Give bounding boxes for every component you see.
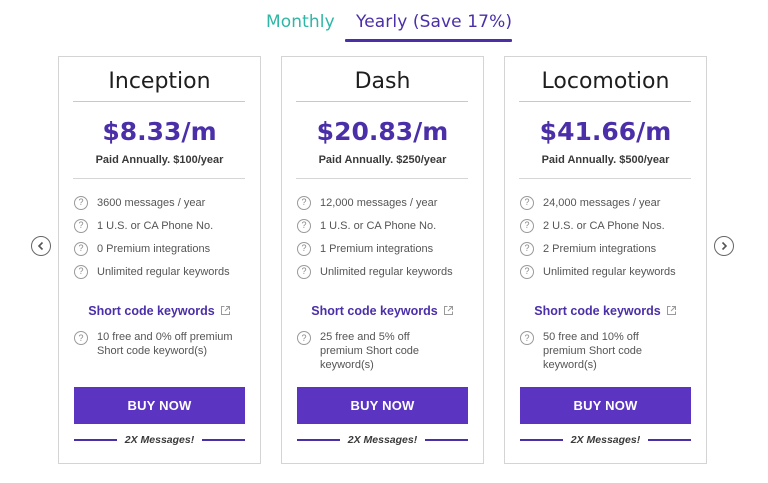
- question-circle-icon[interactable]: ?: [74, 241, 88, 256]
- question-circle-icon[interactable]: ?: [74, 331, 88, 345]
- question-circle-icon[interactable]: ?: [297, 218, 311, 233]
- buy-now-button[interactable]: BUY NOW: [297, 387, 468, 424]
- question-circle-icon[interactable]: ?: [74, 264, 88, 279]
- feature-text: 1 U.S. or CA Phone No.: [320, 219, 437, 232]
- bonus-text: 2X Messages!: [570, 434, 641, 446]
- plan-card-inception: Inception $8.33/m Paid Annually. $100/ye…: [58, 56, 261, 464]
- plan-name: Dash: [354, 69, 411, 94]
- bonus-line: [297, 439, 340, 441]
- bonus-banner: 2X Messages!: [520, 434, 691, 446]
- feature-item: ? 2 U.S. or CA Phone Nos.: [520, 214, 700, 237]
- plan-price: $41.66/m: [539, 117, 672, 146]
- buy-now-button[interactable]: BUY NOW: [74, 387, 245, 424]
- external-link-icon: [220, 306, 230, 315]
- short-code-detail: ? 25 free and 5% off premium Short code …: [297, 330, 473, 372]
- feature-item: ? 0 Premium integrations: [74, 237, 254, 260]
- divider: [296, 178, 468, 179]
- feature-text: Unlimited regular keywords: [320, 265, 453, 278]
- feature-text: 1 Premium integrations: [320, 242, 434, 255]
- chevron-left-icon: [37, 241, 44, 251]
- divider: [519, 178, 691, 179]
- question-circle-icon[interactable]: ?: [74, 195, 88, 210]
- plan-card-dash: Dash $20.83/m Paid Annually. $250/year ?…: [281, 56, 484, 464]
- feature-text: 0 Premium integrations: [97, 242, 211, 255]
- question-circle-icon[interactable]: ?: [297, 331, 311, 345]
- question-circle-icon[interactable]: ?: [74, 218, 88, 233]
- plan-name: Inception: [108, 69, 211, 94]
- divider: [519, 101, 691, 102]
- question-circle-icon[interactable]: ?: [520, 218, 534, 233]
- external-link-icon: [443, 306, 453, 315]
- feature-text: 12,000 messages / year: [320, 196, 438, 209]
- short-code-keywords-link[interactable]: Short code keywords: [505, 304, 706, 318]
- short-code-label: Short code keywords: [534, 304, 661, 318]
- feature-item: ? 1 U.S. or CA Phone No.: [74, 214, 254, 237]
- feature-text: 3600 messages / year: [97, 196, 206, 209]
- question-circle-icon[interactable]: ?: [297, 195, 311, 210]
- question-circle-icon[interactable]: ?: [520, 331, 534, 345]
- bonus-banner: 2X Messages!: [74, 434, 245, 446]
- feature-item: ? Unlimited regular keywords: [297, 260, 477, 283]
- question-circle-icon[interactable]: ?: [520, 241, 534, 256]
- bonus-line: [520, 439, 563, 441]
- bonus-line: [425, 439, 468, 441]
- divider: [296, 101, 468, 102]
- feature-item: ? Unlimited regular keywords: [74, 260, 254, 283]
- plan-price: $8.33/m: [102, 117, 217, 146]
- feature-item: ? 12,000 messages / year: [297, 191, 477, 214]
- short-code-detail: ? 10 free and 0% off premium Short code …: [74, 330, 250, 358]
- short-code-keywords-link[interactable]: Short code keywords: [282, 304, 483, 318]
- bonus-banner: 2X Messages!: [297, 434, 468, 446]
- active-tab-underline: [345, 39, 512, 42]
- feature-text: 2 Premium integrations: [543, 242, 657, 255]
- feature-list: ? 24,000 messages / year ? 2 U.S. or CA Ph…: [520, 191, 700, 283]
- bonus-text: 2X Messages!: [347, 434, 418, 446]
- billing-period-tabs: Monthly Yearly (Save 17%): [0, 0, 768, 46]
- bonus-line: [202, 439, 245, 441]
- question-circle-icon[interactable]: ?: [297, 264, 311, 279]
- feature-list: ? 3600 messages / year ? 1 U.S. or CA Phon…: [74, 191, 254, 283]
- bonus-line: [648, 439, 691, 441]
- tab-monthly[interactable]: Monthly: [266, 12, 335, 32]
- short-code-detail-text: 25 free and 5% off premium Short code ke…: [320, 331, 420, 371]
- short-code-detail-text: 10 free and 0% off premium Short code ke…: [97, 331, 233, 357]
- divider: [73, 178, 245, 179]
- short-code-detail: ? 50 free and 10% off premium Short code…: [520, 330, 696, 372]
- feature-item: ? Unlimited regular keywords: [520, 260, 700, 283]
- external-link-icon: [666, 306, 676, 315]
- feature-item: ? 1 U.S. or CA Phone No.: [297, 214, 477, 237]
- feature-text: 1 U.S. or CA Phone No.: [97, 219, 214, 232]
- tab-yearly[interactable]: Yearly (Save 17%): [356, 12, 513, 32]
- plan-price: $20.83/m: [316, 117, 449, 146]
- plan-card-locomotion: Locomotion $41.66/m Paid Annually. $500/…: [504, 56, 707, 464]
- question-circle-icon[interactable]: ?: [297, 241, 311, 256]
- plan-billing: Paid Annually. $100/year: [95, 154, 224, 166]
- carousel-prev-button[interactable]: [31, 236, 51, 256]
- feature-text: 2 U.S. or CA Phone Nos.: [543, 219, 665, 232]
- feature-item: ? 1 Premium integrations: [297, 237, 477, 260]
- plan-billing: Paid Annually. $500/year: [541, 154, 670, 166]
- feature-text: Unlimited regular keywords: [97, 265, 230, 278]
- chevron-right-icon: [721, 241, 728, 251]
- bonus-line: [74, 439, 117, 441]
- plan-billing: Paid Annually. $250/year: [318, 154, 447, 166]
- bonus-text: 2X Messages!: [124, 434, 195, 446]
- short-code-keywords-link[interactable]: Short code keywords: [59, 304, 260, 318]
- short-code-label: Short code keywords: [311, 304, 438, 318]
- feature-text: 24,000 messages / year: [543, 196, 661, 209]
- feature-text: Unlimited regular keywords: [543, 265, 676, 278]
- divider: [73, 101, 245, 102]
- short-code-label: Short code keywords: [88, 304, 215, 318]
- feature-list: ? 12,000 messages / year ? 1 U.S. or CA Ph…: [297, 191, 477, 283]
- carousel-next-button[interactable]: [714, 236, 734, 256]
- feature-item: ? 3600 messages / year: [74, 191, 254, 214]
- question-circle-icon[interactable]: ?: [520, 195, 534, 210]
- feature-item: ? 24,000 messages / year: [520, 191, 700, 214]
- short-code-detail-text: 50 free and 10% off premium Short code k…: [543, 331, 643, 371]
- buy-now-button[interactable]: BUY NOW: [520, 387, 691, 424]
- plan-name: Locomotion: [541, 69, 670, 94]
- question-circle-icon[interactable]: ?: [520, 264, 534, 279]
- feature-item: ? 2 Premium integrations: [520, 237, 700, 260]
